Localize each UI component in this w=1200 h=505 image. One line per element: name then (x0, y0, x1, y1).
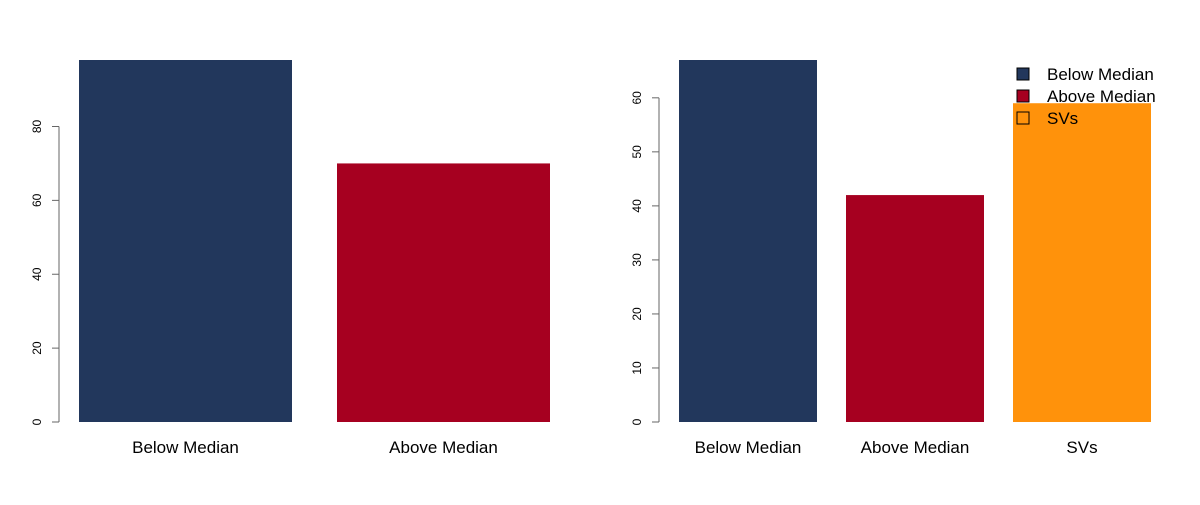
legend-label: Above Median (1047, 87, 1156, 106)
y-tick-label: 20 (630, 307, 644, 321)
legend-label: SVs (1047, 109, 1078, 128)
category-label: SVs (1066, 438, 1097, 457)
y-tick-label: 40 (30, 267, 44, 281)
y-tick-label: 10 (630, 361, 644, 375)
category-label: Above Median (389, 438, 498, 457)
category-label: Below Median (132, 438, 239, 457)
y-tick-label: 80 (30, 119, 44, 133)
y-tick-label: 30 (630, 253, 644, 267)
right-chart-panel: Below Median Above Median SVs 0 10 20 30 40 50 60… (630, 60, 1156, 457)
y-tick-label: 0 (30, 418, 44, 425)
bar-above-median (846, 195, 984, 422)
legend: Below Median Above Median SVs (1016, 65, 1156, 128)
y-tick-label: 0 (630, 418, 644, 425)
legend-swatch (1016, 89, 1030, 103)
y-tick-label: 60 (630, 91, 644, 105)
category-label: Below Median (695, 438, 802, 457)
bar-svs (1013, 103, 1151, 422)
legend-label: Below Median (1047, 65, 1154, 84)
category-label: Above Median (861, 438, 970, 457)
bar-above-median (337, 163, 550, 422)
bar-below-median (679, 60, 817, 422)
y-tick-label: 50 (630, 145, 644, 159)
bar-below-median (79, 60, 292, 422)
legend-swatch (1016, 111, 1030, 125)
legend-swatch (1016, 67, 1030, 81)
left-chart-panel: Below Median Above Median 0 20 40 60 80 (30, 60, 550, 457)
y-tick-label: 40 (630, 199, 644, 213)
y-tick-label: 60 (30, 193, 44, 207)
y-tick-label: 20 (30, 341, 44, 355)
